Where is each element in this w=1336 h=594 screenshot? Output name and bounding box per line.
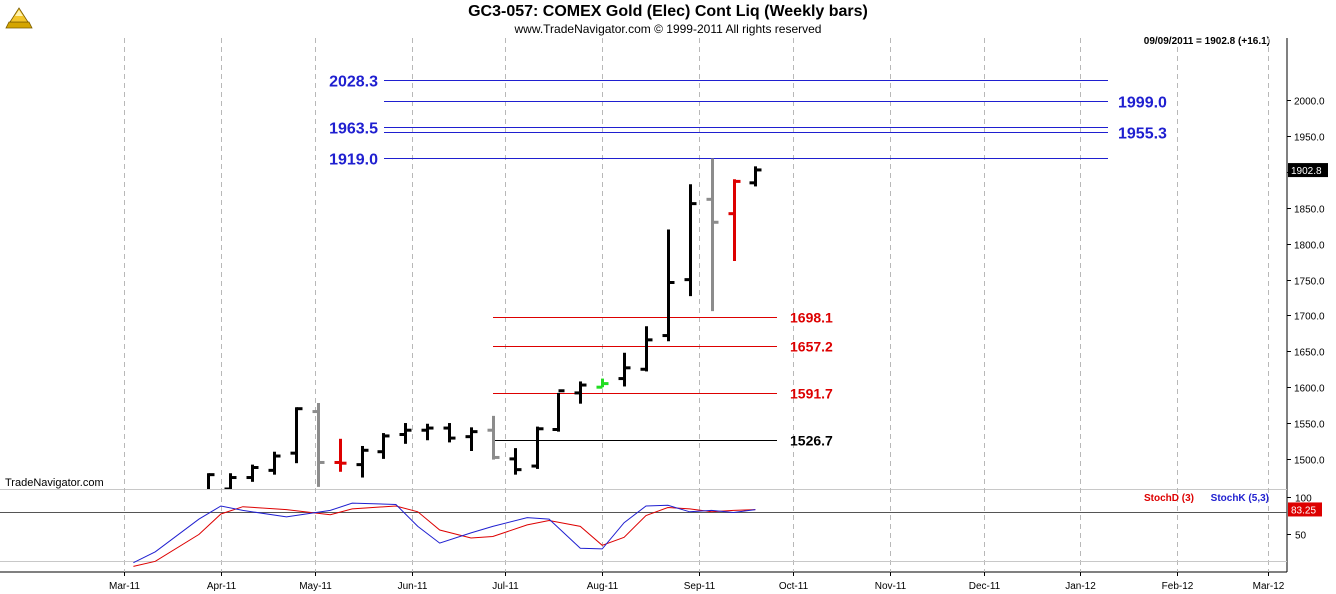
stochk-legend-label: StochK (5,3) <box>1211 493 1269 504</box>
ohlc-bar <box>509 448 522 475</box>
price-tick-label: 1650.0 <box>1294 348 1325 359</box>
price-tick-label: 1550.0 <box>1294 420 1325 431</box>
ohlc-bar <box>290 407 303 464</box>
ohlc-bar <box>312 402 325 487</box>
ohlc-bar <box>268 451 281 475</box>
price-tick-label: 1950.0 <box>1294 133 1325 144</box>
ohlc-bar <box>552 389 565 432</box>
level-label-1591.7: 1591.7 <box>790 386 833 402</box>
time-tick-label: Sep-11 <box>684 581 716 592</box>
time-tick-label: Aug-11 <box>587 581 619 592</box>
last-price-marker <box>1288 163 1328 178</box>
ohlc-bar <box>377 433 390 459</box>
level-label-1963.5: 1963.5 <box>329 121 378 138</box>
level-label-1698.1: 1698.1 <box>790 310 833 326</box>
ohlc-bar <box>684 184 697 297</box>
time-tick-label: Jan-12 <box>1065 581 1096 592</box>
brand-watermark: TradeNavigator.com <box>5 477 104 489</box>
time-tick-label: Oct-11 <box>779 581 809 592</box>
chart-title: GC3-057: COMEX Gold (Elec) Cont Liq (Wee… <box>468 3 868 20</box>
ohlc-bar <box>465 427 478 451</box>
ohlc-bar <box>706 158 719 312</box>
price-tick-label: 1700.0 <box>1294 312 1325 323</box>
time-tick-label: May-11 <box>299 581 332 592</box>
price-tick-label: 1600.0 <box>1294 384 1325 395</box>
stochd-legend-label: StochD (3) <box>1144 493 1194 504</box>
time-tick-label: Mar-12 <box>1253 581 1285 592</box>
level-label-2028.3: 2028.3 <box>329 74 378 91</box>
price-tick-label: 1750.0 <box>1294 277 1325 288</box>
ohlc-bar <box>356 445 369 478</box>
copyright-text: www.TradeNavigator.com © 1999-2011 All r… <box>514 22 822 36</box>
time-tick-label: Nov-11 <box>875 581 907 592</box>
level-label-1657.2: 1657.2 <box>790 339 833 355</box>
stoch-last-value-label: 83.25 <box>1291 505 1316 516</box>
ohlc-bar <box>487 415 500 460</box>
ohlc-bar <box>207 473 215 489</box>
ohlc-bar <box>443 423 456 443</box>
time-tick-label: Apr-11 <box>207 581 237 592</box>
tradenavigator-logo-icon <box>5 7 33 29</box>
level-label-1919.0: 1919.0 <box>329 152 378 169</box>
time-tick-label: Jun-11 <box>398 581 428 592</box>
price-tick-label: 1500.0 <box>1294 456 1325 467</box>
stoch-tick-label: 100 <box>1295 494 1312 505</box>
price-tick-label: 2000.0 <box>1294 97 1325 108</box>
stoch-tick-label: 50 <box>1295 531 1307 542</box>
level-label-1955.3: 1955.3 <box>1118 126 1167 143</box>
ohlc-bar <box>662 229 675 342</box>
ohlc-bar <box>618 352 631 387</box>
time-tick-label: Jul-11 <box>492 581 519 592</box>
ohlc-bar <box>531 426 544 469</box>
last-quote: 09/09/2011 = 1902.8 (+16.1) <box>1143 36 1270 47</box>
level-label-1999.0: 1999.0 <box>1118 95 1167 112</box>
time-tick-label: Mar-11 <box>109 581 140 592</box>
level-label-1526.7: 1526.7 <box>790 433 833 449</box>
time-tick-label: Dec-11 <box>969 581 1001 592</box>
ohlc-bar <box>246 464 259 482</box>
price-tick-label: 1850.0 <box>1294 205 1325 216</box>
stoch-last-value-marker <box>1288 502 1322 517</box>
ohlc-bar <box>728 179 741 261</box>
ohlc-bar <box>421 423 434 441</box>
stoch-k-series-line <box>133 502 756 564</box>
ohlc-bar <box>574 381 587 404</box>
time-tick-label: Feb-12 <box>1162 581 1194 592</box>
stoch-d-series-line <box>133 505 756 567</box>
ohlc-bar <box>224 473 237 489</box>
ohlc-bar <box>334 438 347 472</box>
ohlc-bar <box>640 326 653 372</box>
price-tick-label: 1800.0 <box>1294 241 1325 252</box>
ohlc-bars <box>207 158 762 489</box>
last-price-label: 1902.8 <box>1291 166 1322 177</box>
ohlc-bar <box>399 423 412 444</box>
ohlc-bar <box>596 378 609 389</box>
ohlc-bar <box>749 166 762 187</box>
